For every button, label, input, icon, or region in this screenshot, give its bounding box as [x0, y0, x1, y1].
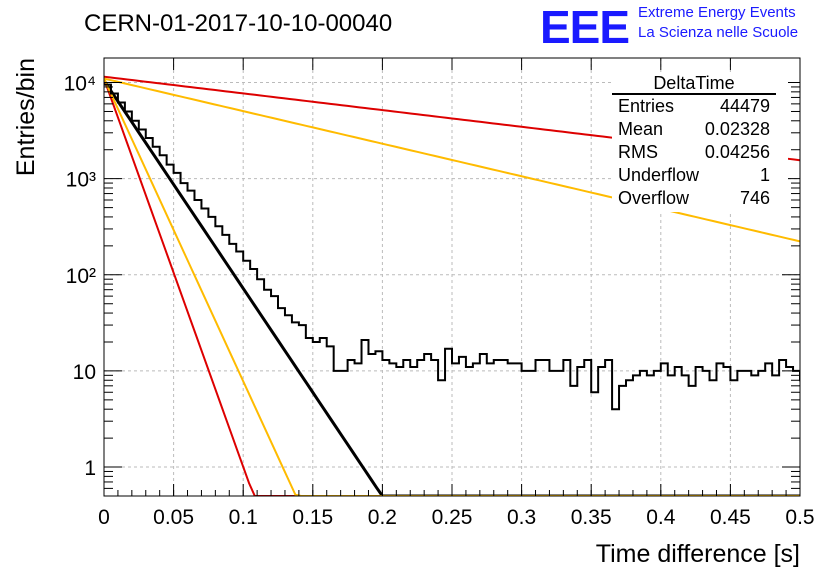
stats-row-label: Mean — [618, 119, 663, 139]
tagline-line1: Extreme Energy Events — [638, 4, 796, 21]
stats-row-value: 1 — [760, 165, 770, 185]
eee-logo: EEE — [540, 1, 630, 53]
x-tick-label: 0.2 — [368, 506, 397, 529]
stats-row-label: Underflow — [618, 165, 700, 185]
y-tick-label: 1 — [84, 457, 96, 480]
x-tick-label: 0.1 — [229, 506, 258, 529]
tagline-line2: La Scienza nelle Scuole — [638, 24, 799, 41]
fit-curve-3 — [104, 78, 800, 496]
x-tick-label: 0.05 — [153, 506, 194, 529]
fit-curve-2 — [104, 78, 800, 496]
y-axis-label: Entries/bin — [12, 58, 40, 176]
stats-row-value: 0.04256 — [705, 142, 770, 162]
y-tick-label: 10² — [66, 265, 96, 288]
fit-curve-5 — [104, 77, 800, 243]
stats-box-title: DeltaTime — [653, 73, 734, 93]
stats-box-bg — [612, 72, 788, 212]
stats-row-label: Entries — [618, 96, 674, 116]
stats-row-label: RMS — [618, 142, 658, 162]
histogram-steps — [104, 83, 800, 411]
fit-curve-1 — [104, 79, 800, 496]
y-tick-label: 10⁴ — [64, 73, 96, 96]
x-tick-label: 0.3 — [507, 506, 536, 529]
stats-row-value: 44479 — [720, 96, 770, 116]
x-tick-label: 0.4 — [646, 506, 676, 529]
stats-row-value: 0.02328 — [705, 119, 770, 139]
x-tick-label: 0.45 — [710, 506, 751, 529]
y-tick-label: 10³ — [66, 169, 96, 192]
x-axis-label: Time difference [s] — [596, 540, 800, 568]
y-tick-label: 10 — [73, 361, 96, 384]
stats-row-value: 746 — [740, 188, 770, 208]
x-tick-label: 0 — [98, 506, 110, 529]
x-tick-label: 0.25 — [432, 506, 473, 529]
stats-row-label: Overflow — [618, 188, 690, 208]
run-title: CERN-01-2017-10-10-00040 — [84, 10, 393, 37]
x-tick-label: 0.5 — [785, 506, 814, 529]
x-tick-label: 0.15 — [292, 506, 333, 529]
x-tick-label: 0.35 — [571, 506, 612, 529]
